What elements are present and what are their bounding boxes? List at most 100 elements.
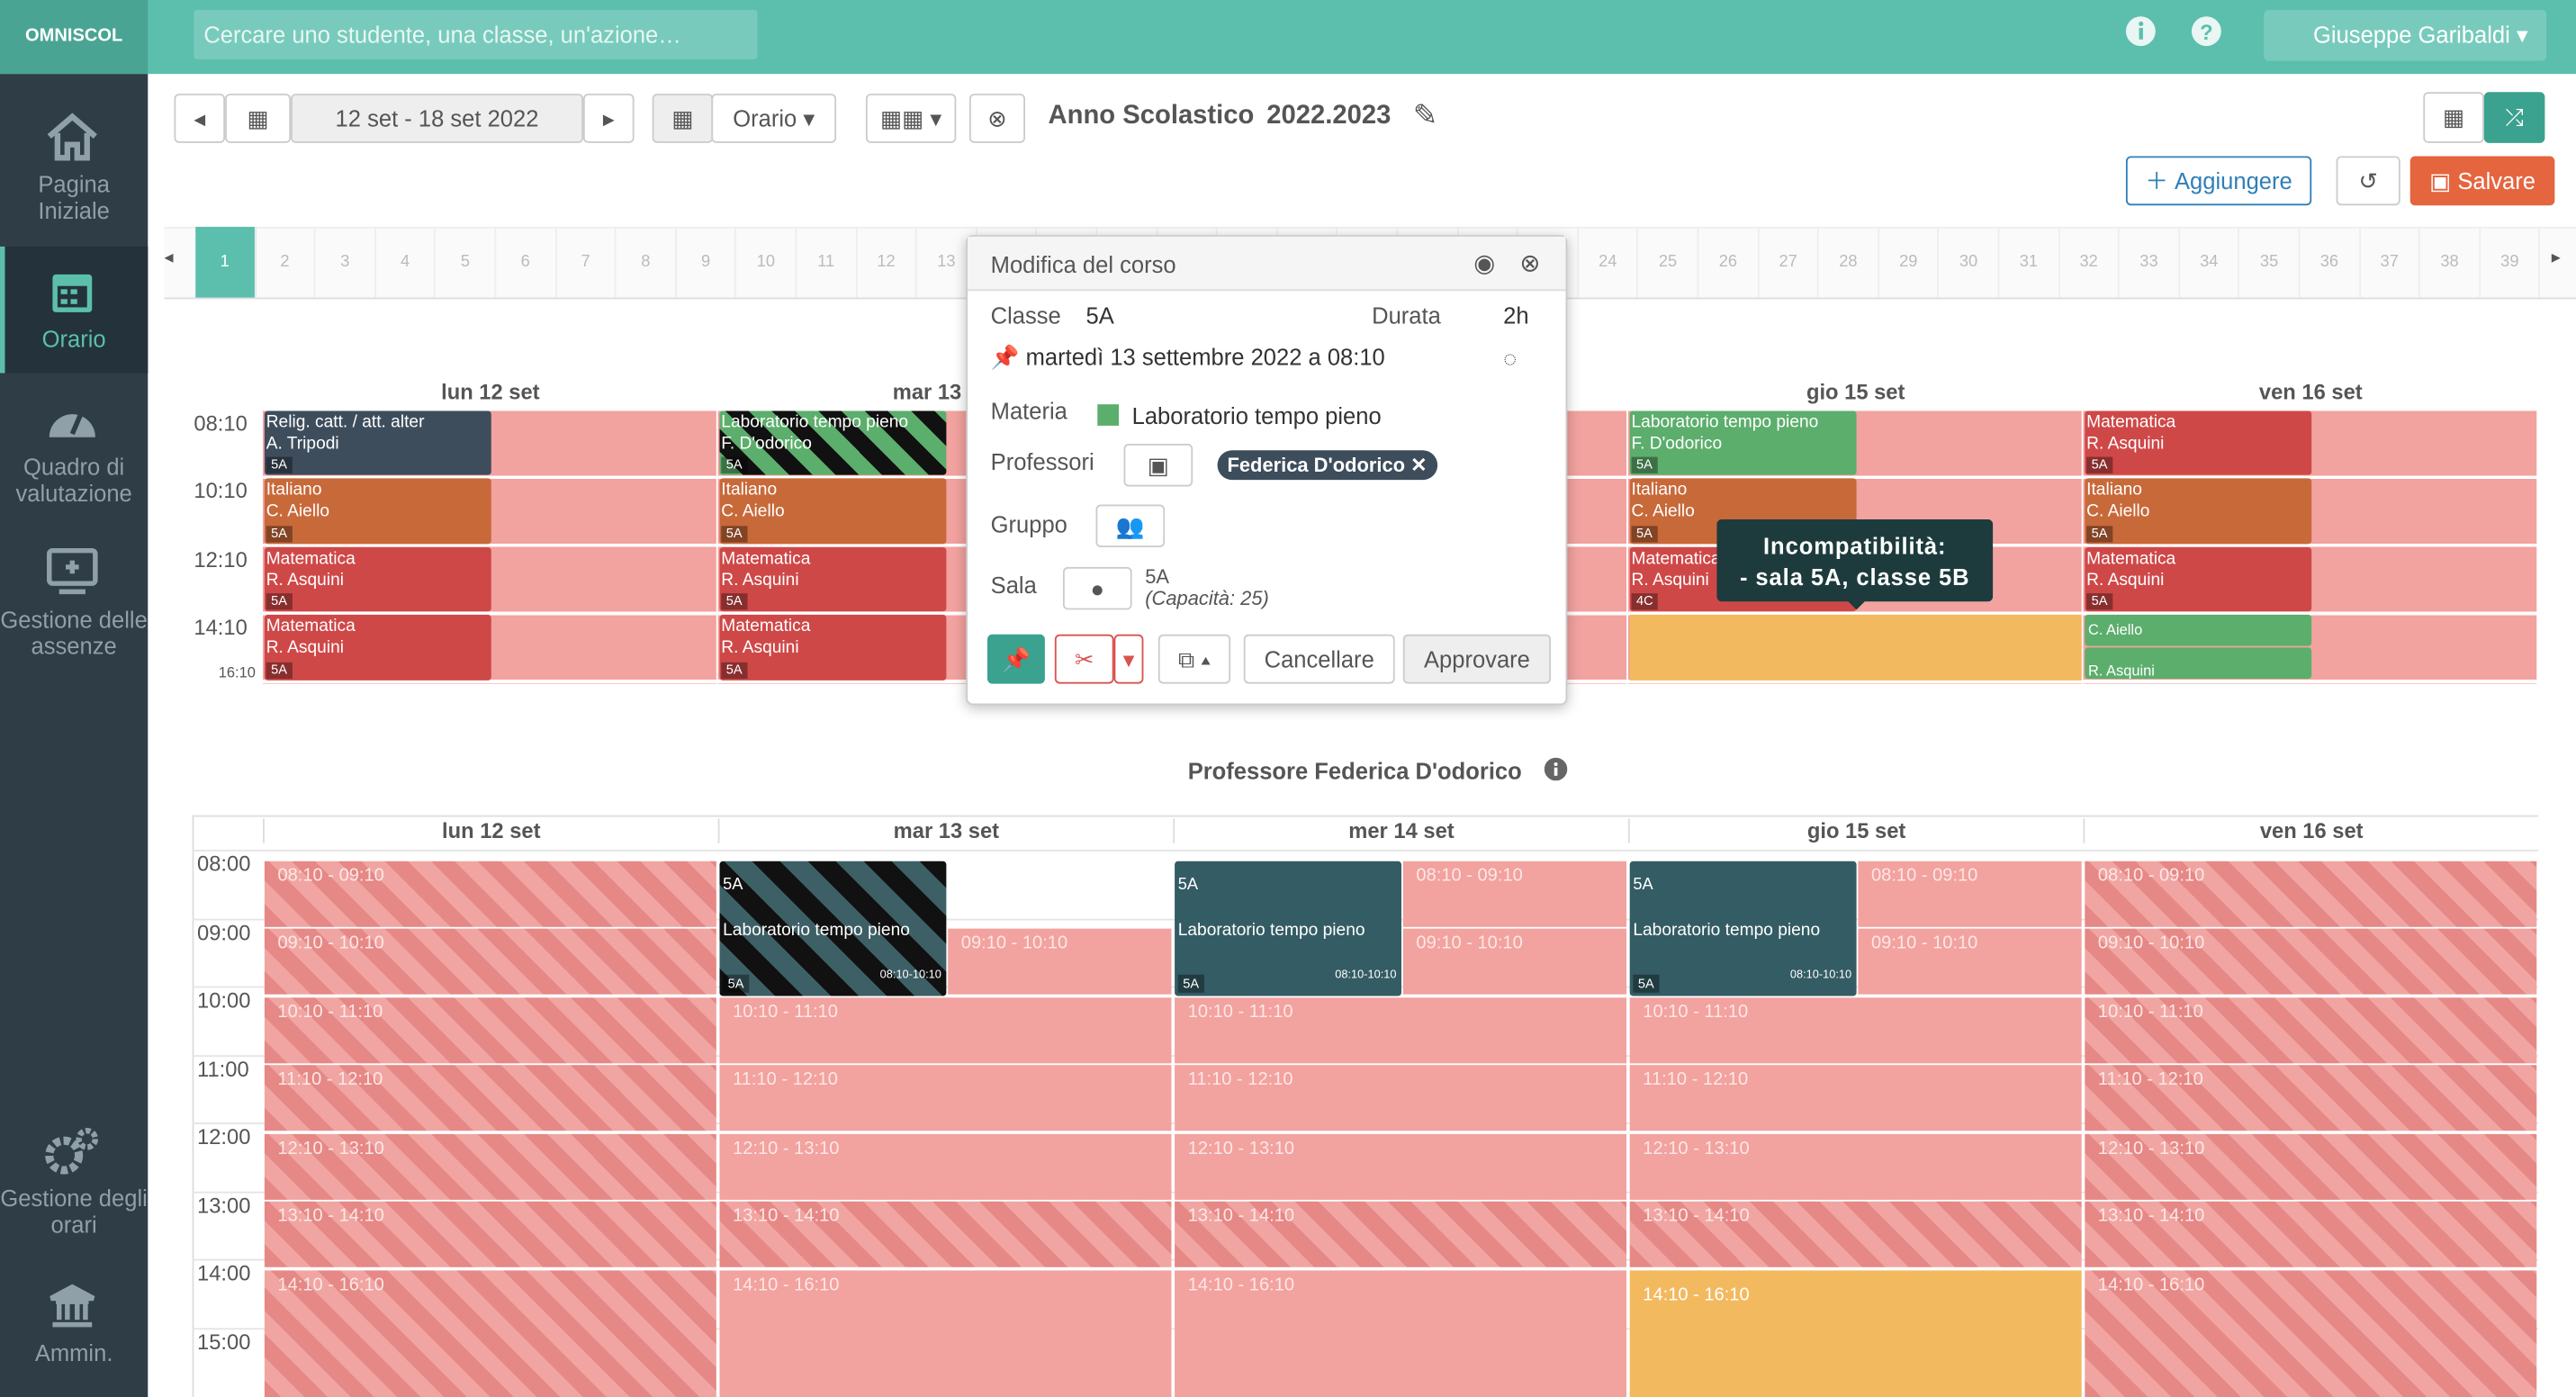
week-number[interactable]: 31 bbox=[1999, 226, 2060, 298]
week-number[interactable]: 9 bbox=[677, 226, 737, 298]
time-slot[interactable]: 13:10 - 14:10 bbox=[264, 1202, 716, 1268]
time-slot[interactable]: 09:10 - 10:10 bbox=[264, 929, 716, 996]
time-slot[interactable]: 13:10 - 14:10 bbox=[1629, 1202, 2082, 1268]
week-next[interactable]: ▸ bbox=[2551, 248, 2561, 268]
course-block[interactable]: 5A Laboratorio tempo pieno 5A 08:10-10:10 bbox=[719, 861, 947, 996]
cut-button[interactable]: ✂ bbox=[1054, 634, 1114, 684]
nav-timetables[interactable]: Gestione degli orari bbox=[0, 1185, 148, 1238]
week-number[interactable]: 30 bbox=[1940, 226, 2000, 298]
nav-absences[interactable]: Gestione delle assenze bbox=[0, 606, 148, 660]
room-picker[interactable]: ● bbox=[1062, 566, 1132, 610]
save-button[interactable]: ▣ Salvare bbox=[2409, 156, 2555, 206]
time-slot[interactable]: 14:10 - 16:10 bbox=[1629, 1270, 2082, 1397]
date-picker[interactable]: ▦ bbox=[225, 94, 292, 143]
week-number[interactable]: 29 bbox=[1879, 226, 1940, 298]
course-block[interactable]: Laboratorio tempo pieno F. D'odorico 5A bbox=[719, 410, 947, 476]
time-slot[interactable]: 09:10 - 10:10 bbox=[948, 929, 1172, 996]
week-number[interactable]: 11 bbox=[797, 226, 858, 298]
comment-icon[interactable]: ◌ bbox=[1503, 345, 1518, 372]
view-select[interactable]: Orario ▾ bbox=[711, 94, 837, 143]
week-number[interactable]: 36 bbox=[2300, 226, 2361, 298]
time-slot[interactable]: 13:10 - 14:10 bbox=[719, 1202, 1172, 1268]
course-block[interactable]: Italiano C. Aiello 5A bbox=[2085, 479, 2312, 544]
shuffle-button[interactable]: ⤮ bbox=[2483, 92, 2545, 143]
week-number[interactable]: 2 bbox=[256, 226, 316, 298]
cut-menu[interactable]: ▾ bbox=[1113, 634, 1144, 684]
time-slot[interactable]: 10:10 - 11:10 bbox=[1629, 997, 2082, 1064]
week-number[interactable]: 4 bbox=[376, 226, 437, 298]
add-button[interactable]: ＋ Aggiungere bbox=[2125, 156, 2312, 206]
time-slot[interactable]: 13:10 - 14:10 bbox=[2085, 1202, 2537, 1268]
time-slot[interactable]: 10:10 - 11:10 bbox=[2085, 997, 2537, 1064]
time-slot[interactable]: 08:10 - 09:10 bbox=[1858, 861, 2082, 927]
copy-button[interactable]: ⧉ ▴ bbox=[1157, 634, 1231, 684]
time-slot[interactable]: 14:10 - 16:10 bbox=[2085, 1270, 2537, 1397]
week-number[interactable]: 32 bbox=[2059, 226, 2120, 298]
calendar-view[interactable]: ▦ bbox=[2423, 92, 2484, 143]
time-slot[interactable]: 08:10 - 09:10 bbox=[2085, 861, 2537, 927]
week-number[interactable]: 27 bbox=[1759, 226, 1819, 298]
week-range[interactable]: 12 set - 18 set 2022 bbox=[291, 94, 583, 143]
time-slot[interactable]: 12:10 - 13:10 bbox=[719, 1133, 1172, 1200]
week-number[interactable]: 24 bbox=[1579, 226, 1639, 298]
week-number[interactable]: 28 bbox=[1819, 226, 1879, 298]
logo[interactable]: OMNISCOL bbox=[0, 0, 149, 75]
cancel-button[interactable]: Cancellare bbox=[1243, 634, 1395, 684]
view-icon[interactable]: ▦ bbox=[652, 94, 714, 143]
teacher-info-icon[interactable] bbox=[1544, 757, 1568, 781]
week-number[interactable]: 38 bbox=[2420, 226, 2481, 298]
week-number[interactable]: 1 bbox=[195, 226, 257, 298]
help-icon[interactable]: ? bbox=[2190, 14, 2223, 48]
popup-close[interactable]: ⊗ bbox=[1519, 249, 1541, 278]
user-menu[interactable]: Giuseppe Garibaldi ▾ bbox=[2264, 9, 2547, 61]
time-slot[interactable]: 12:10 - 13:10 bbox=[264, 1133, 716, 1200]
week-number[interactable]: 8 bbox=[617, 226, 677, 298]
week-number[interactable]: 33 bbox=[2120, 226, 2180, 298]
next-week[interactable]: ▸ bbox=[582, 94, 635, 143]
time-slot[interactable]: 10:10 - 11:10 bbox=[264, 997, 716, 1064]
teacher-picker[interactable]: ▣ bbox=[1123, 443, 1193, 487]
time-slot[interactable]: 13:10 - 14:10 bbox=[1175, 1202, 1627, 1268]
course-block[interactable]: 5A Laboratorio tempo pieno 5A 08:10-10:10 bbox=[1175, 861, 1401, 996]
nav-schedule[interactable]: Orario bbox=[41, 325, 106, 352]
week-number[interactable]: 26 bbox=[1698, 226, 1760, 298]
time-slot[interactable]: 12:10 - 13:10 bbox=[1629, 1133, 2082, 1200]
week-number[interactable]: 7 bbox=[556, 226, 617, 298]
course-block[interactable]: Relig. catt. / att. alter A. Tripodi 5A bbox=[264, 410, 491, 476]
course-block[interactable]: Laboratorio tempo pieno F. D'odorico 5A bbox=[1629, 410, 1857, 476]
group-picker[interactable]: 👥 bbox=[1095, 504, 1166, 548]
week-number[interactable]: 12 bbox=[857, 226, 917, 298]
search-input[interactable]: Cercare uno studente, una classe, un'azi… bbox=[194, 9, 758, 59]
time-slot[interactable]: 11:10 - 12:10 bbox=[719, 1065, 1172, 1131]
time-slot[interactable]: 14:10 - 16:10 bbox=[264, 1270, 716, 1397]
time-slot[interactable]: 12:10 - 13:10 bbox=[2085, 1133, 2537, 1200]
clear-button[interactable]: ⊗ bbox=[968, 94, 1025, 143]
time-slot[interactable]: 08:10 - 09:10 bbox=[1402, 861, 1627, 927]
time-slot[interactable]: 10:10 - 11:10 bbox=[719, 997, 1172, 1064]
edit-icon[interactable]: ✎ bbox=[1412, 98, 1438, 132]
week-number[interactable]: 25 bbox=[1639, 226, 1699, 298]
prev-week[interactable]: ◂ bbox=[174, 94, 226, 143]
week-number[interactable]: 10 bbox=[736, 226, 797, 298]
popup-view[interactable]: ◉ bbox=[1473, 249, 1496, 278]
time-slot[interactable]: 14:10 - 16:10 bbox=[719, 1270, 1172, 1397]
nav-home[interactable]: Pagina Iniziale bbox=[38, 170, 110, 224]
time-slot[interactable]: 09:10 - 10:10 bbox=[2085, 929, 2537, 996]
course-block[interactable]: Matematica R. Asquini 5A bbox=[2085, 410, 2312, 476]
course-block[interactable]: Italiano C. Aiello 5A bbox=[264, 479, 491, 544]
week-number[interactable]: 35 bbox=[2240, 226, 2301, 298]
time-slot[interactable]: 12:10 - 13:10 bbox=[1175, 1133, 1627, 1200]
teacher-chip[interactable]: Federica D'odorico ✕ bbox=[1217, 450, 1437, 481]
week-number[interactable]: 39 bbox=[2481, 226, 2541, 298]
week-number[interactable]: 5 bbox=[436, 226, 497, 298]
course-block[interactable]: Matematica R. Asquini 5A bbox=[719, 615, 947, 680]
time-slot[interactable]: 11:10 - 12:10 bbox=[1629, 1065, 2082, 1131]
pin-button[interactable]: 📌 bbox=[987, 634, 1045, 684]
course-block[interactable]: Matematica R. Asquini 5A bbox=[264, 615, 491, 680]
time-slot[interactable]: 11:10 - 12:10 bbox=[1175, 1065, 1627, 1131]
course-block[interactable]: Matematica R. Asquini 5A bbox=[2085, 546, 2312, 612]
time-slot[interactable]: 14:10 - 16:10 bbox=[1175, 1270, 1627, 1397]
course-block[interactable]: 5A Laboratorio tempo pieno 5A 08:10-10:10 bbox=[1629, 861, 1857, 996]
course-block[interactable]: Italiano C. Aiello 5A bbox=[719, 479, 947, 544]
time-slot[interactable]: 09:10 - 10:10 bbox=[1402, 929, 1627, 996]
